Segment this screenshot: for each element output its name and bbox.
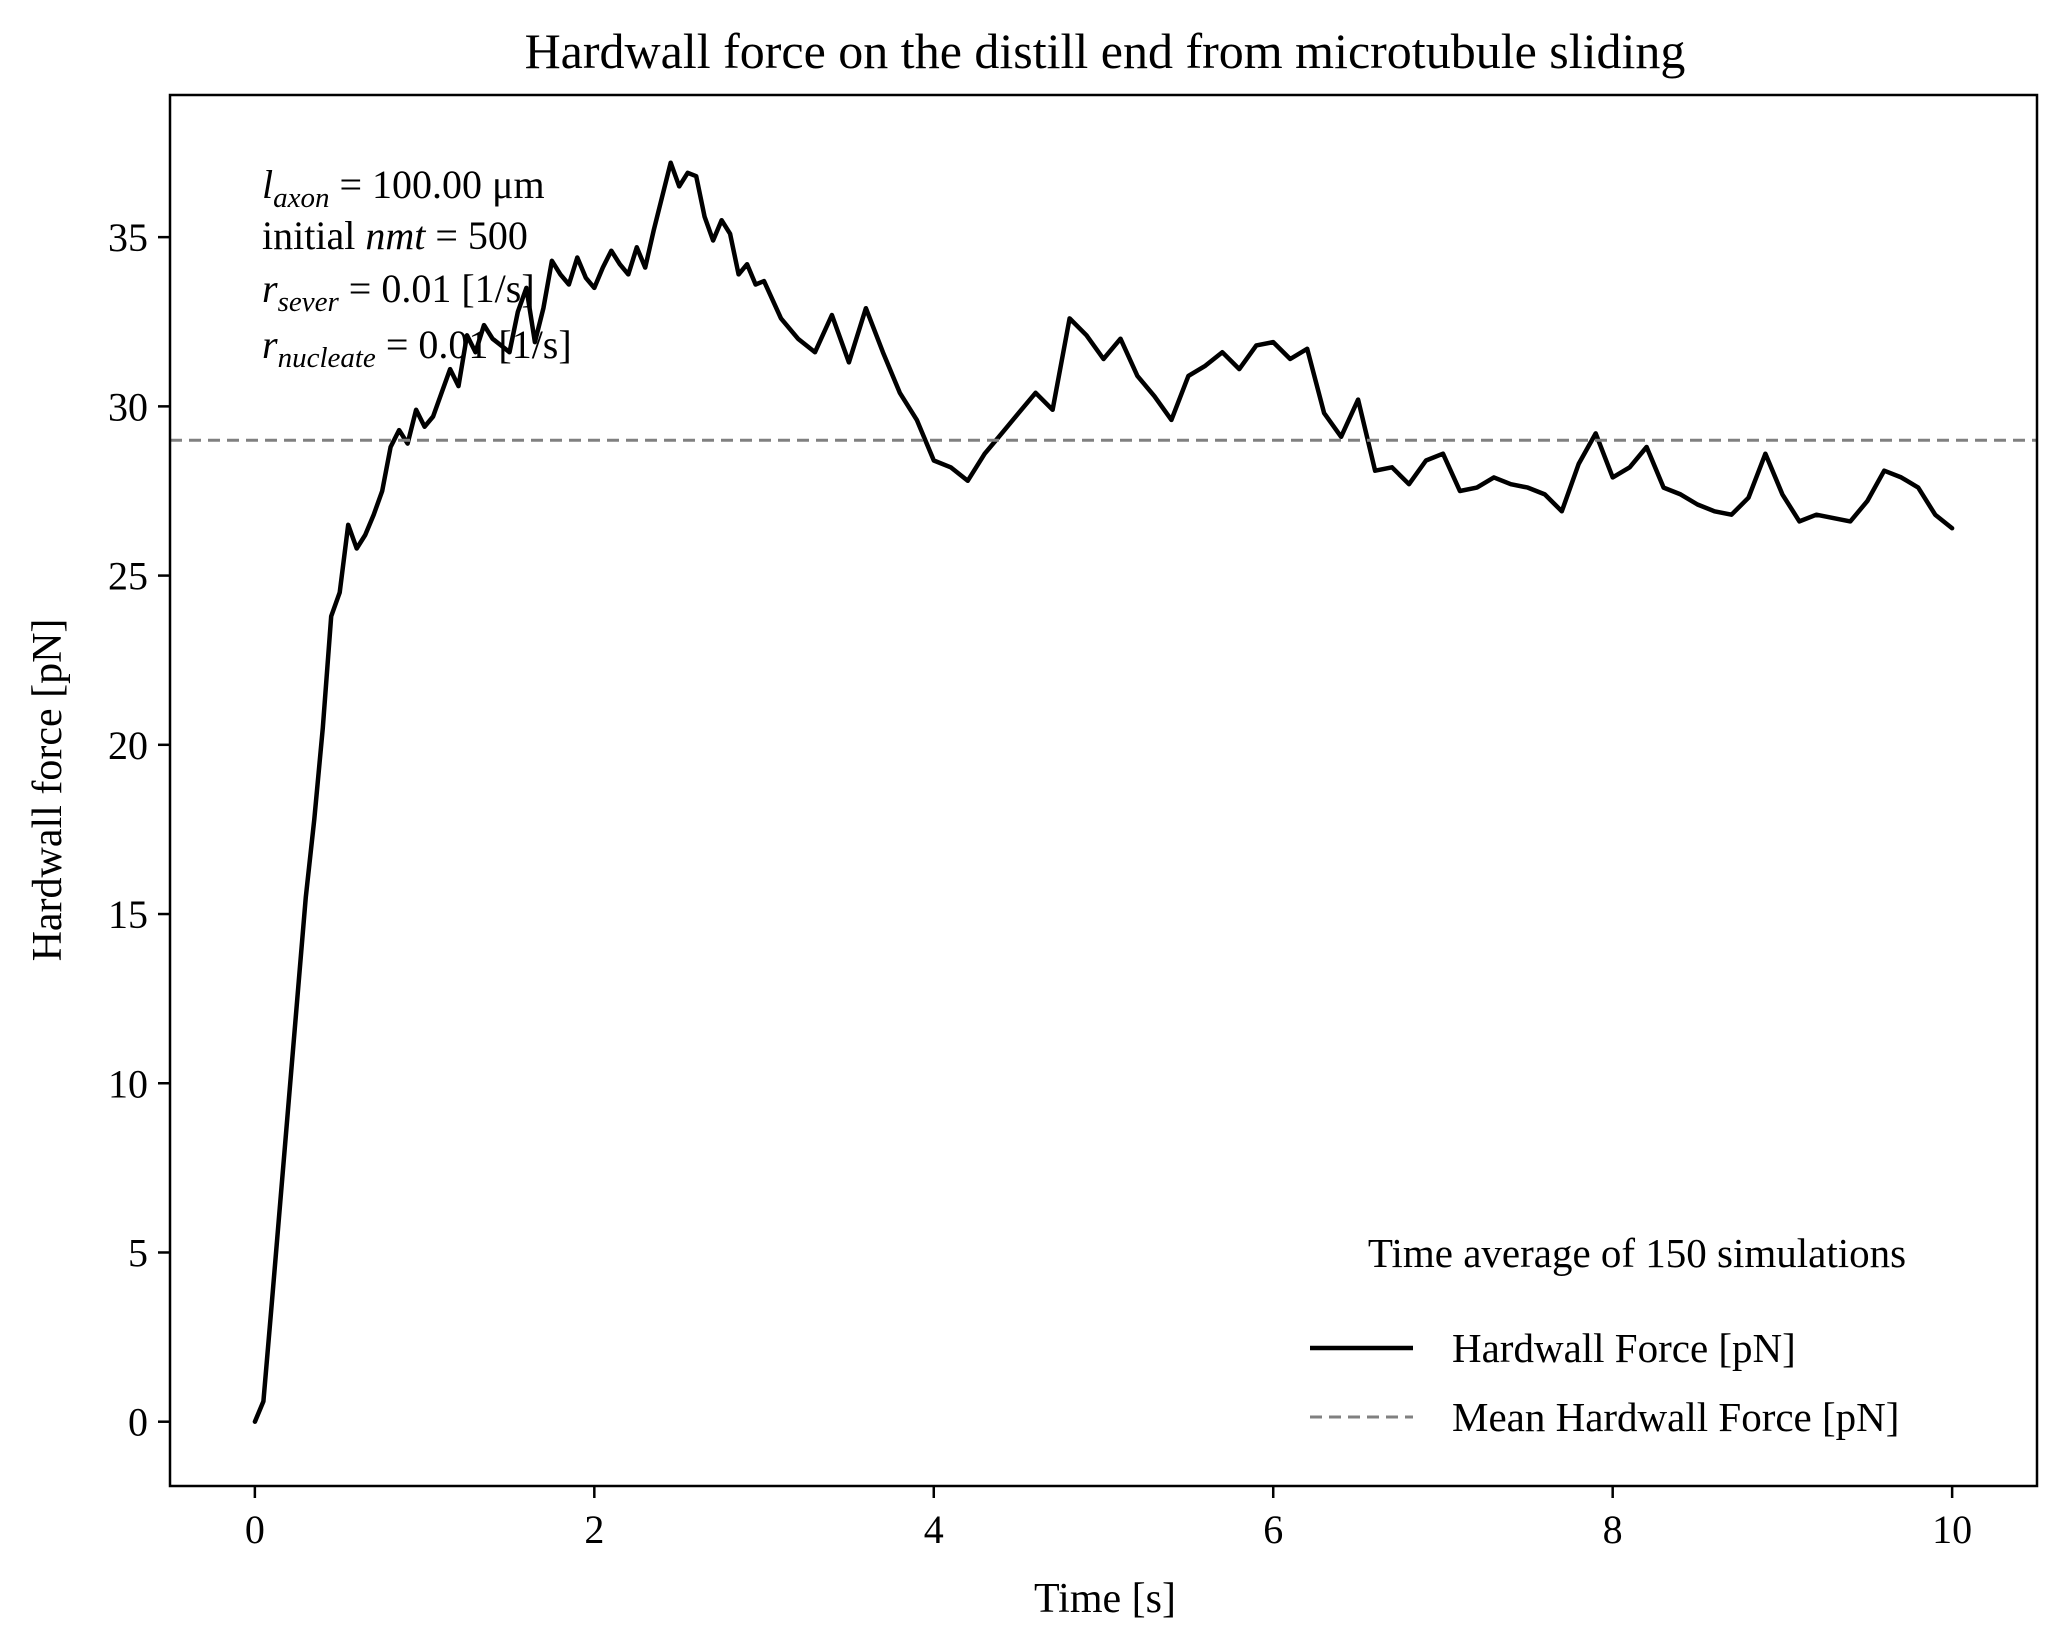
y-tick-label: 35 [108,215,148,260]
x-tick-label: 6 [1263,1507,1283,1552]
x-axis-label: Time [s] [1034,1576,1176,1622]
x-tick-label: 2 [584,1507,604,1552]
y-tick-label: 5 [128,1230,148,1275]
y-tick-label: 15 [108,892,148,937]
legend-label-hardwall-force: Hardwall Force [pN] [1452,1325,1796,1371]
annotation-line: rnucleate = 0.01 [1/s] [262,322,572,374]
x-axis: 0 2 4 6 8 10 [245,1486,1972,1552]
x-tick-label: 8 [1603,1507,1623,1552]
x-tick-label: 4 [924,1507,944,1552]
legend-label-mean-hardwall-force: Mean Hardwall Force [pN] [1452,1394,1899,1440]
y-tick-label: 0 [128,1400,148,1445]
y-axis-label: Hardwall force [pN] [25,619,71,962]
hardwall-force-line [252,160,1955,1424]
y-tick-label: 10 [108,1061,148,1106]
x-tick-label: 0 [245,1507,265,1552]
y-tick-label: 30 [108,384,148,429]
axes-frame [168,93,2039,1488]
y-axis: 0 5 10 15 20 25 30 35 [108,215,170,1445]
legend: Time average of 150 simulations Hardwall… [1310,1230,1906,1440]
chart-title: Hardwall force on the distill end from m… [525,23,1686,79]
annotation-line: rsever = 0.01 [1/s] [262,266,535,318]
y-tick-label: 20 [108,723,148,768]
plot-area [170,160,2037,1424]
y-tick-label: 25 [108,554,148,599]
annotation-line: laxon = 100.00 μm [262,162,545,214]
legend-title: Time average of 150 simulations [1368,1230,1906,1276]
x-tick-label: 10 [1932,1507,1972,1552]
annotation-line: initial nmt = 500 [262,213,528,258]
